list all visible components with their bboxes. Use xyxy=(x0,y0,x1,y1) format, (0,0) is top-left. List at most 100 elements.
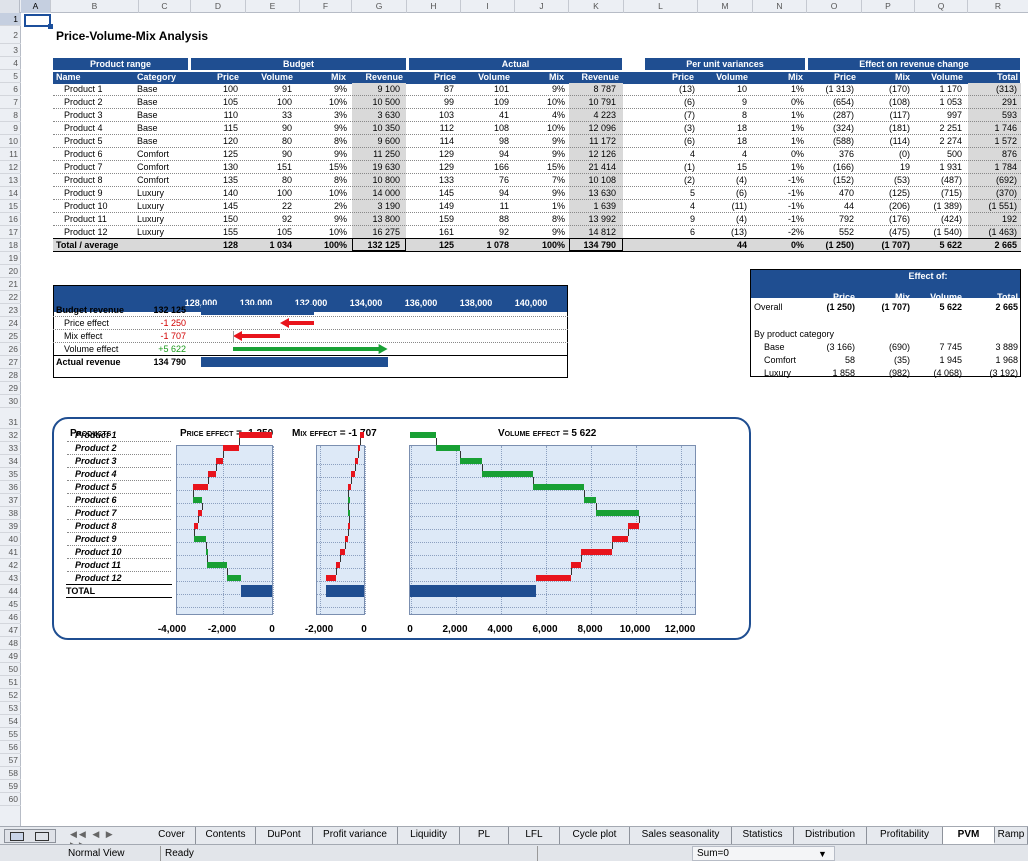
row-header-21[interactable]: 21 xyxy=(0,278,21,291)
tab-pl[interactable]: PL xyxy=(460,827,509,844)
row-header-39[interactable]: 39 xyxy=(0,520,21,533)
row-header-23[interactable]: 23 xyxy=(0,304,21,317)
tab-sales-seasonality[interactable]: Sales seasonality xyxy=(630,827,732,844)
row-header-49[interactable]: 49 xyxy=(0,650,21,663)
row-header-48[interactable]: 48 xyxy=(0,637,21,650)
row-header-4[interactable]: 4 xyxy=(0,57,21,70)
row-header-26[interactable]: 26 xyxy=(0,343,21,356)
row-header-34[interactable]: 34 xyxy=(0,455,21,468)
row-header-58[interactable]: 58 xyxy=(0,767,21,780)
row-header-8[interactable]: 8 xyxy=(0,109,21,122)
column-header-f[interactable]: F xyxy=(300,0,352,13)
row-header-46[interactable]: 46 xyxy=(0,611,21,624)
row-header-17[interactable]: 17 xyxy=(0,226,21,239)
row-header-12[interactable]: 12 xyxy=(0,161,21,174)
normal-view-icon[interactable] xyxy=(10,832,24,841)
row-header-40[interactable]: 40 xyxy=(0,533,21,546)
column-header-i[interactable]: I xyxy=(461,0,515,13)
column-header-n[interactable]: N xyxy=(753,0,807,13)
column-header-m[interactable]: M xyxy=(698,0,753,13)
tab-cover[interactable]: Cover xyxy=(148,827,196,844)
column-header-d[interactable]: D xyxy=(191,0,246,13)
row-header-27[interactable]: 27 xyxy=(0,356,21,369)
column-header-h[interactable]: H xyxy=(407,0,461,13)
row-header-18[interactable]: 18 xyxy=(0,239,21,252)
row-header-44[interactable]: 44 xyxy=(0,585,21,598)
row-header-52[interactable]: 52 xyxy=(0,689,21,702)
row-header-19[interactable]: 19 xyxy=(0,252,21,265)
column-header-r[interactable]: R xyxy=(968,0,1028,13)
row-header-28[interactable]: 28 xyxy=(0,369,21,382)
column-header-g[interactable]: G xyxy=(352,0,407,13)
row-header-53[interactable]: 53 xyxy=(0,702,21,715)
column-header-k[interactable]: K xyxy=(569,0,624,13)
row-header-50[interactable]: 50 xyxy=(0,663,21,676)
row-header-31[interactable]: 31 xyxy=(0,408,21,429)
row-header-59[interactable]: 59 xyxy=(0,780,21,793)
row-header-16[interactable]: 16 xyxy=(0,213,21,226)
row-header-35[interactable]: 35 xyxy=(0,468,21,481)
sum-dropdown[interactable]: Sum=0 ▼ xyxy=(692,846,835,861)
tab-contents[interactable]: Contents xyxy=(196,827,256,844)
row-header-56[interactable]: 56 xyxy=(0,741,21,754)
row-header-57[interactable]: 57 xyxy=(0,754,21,767)
select-all-corner[interactable] xyxy=(0,0,20,13)
row-header-2[interactable]: 2 xyxy=(0,26,21,44)
row-header-41[interactable]: 41 xyxy=(0,546,21,559)
tab-lfl[interactable]: LFL xyxy=(509,827,560,844)
row-header-55[interactable]: 55 xyxy=(0,728,21,741)
tab-profit-variance[interactable]: Profit variance xyxy=(313,827,398,844)
tab-scroll-arrows[interactable]: ◀◀ ◀ ▶ ▶▶ xyxy=(70,829,115,850)
row-header-45[interactable]: 45 xyxy=(0,598,21,611)
row-header-15[interactable]: 15 xyxy=(0,200,21,213)
page-layout-icon[interactable] xyxy=(35,832,49,841)
row-header-51[interactable]: 51 xyxy=(0,676,21,689)
column-header-o[interactable]: O xyxy=(807,0,862,13)
row-header-42[interactable]: 42 xyxy=(0,559,21,572)
row-header-13[interactable]: 13 xyxy=(0,174,21,187)
row-header-36[interactable]: 36 xyxy=(0,481,21,494)
tab-profitability[interactable]: Profitability xyxy=(867,827,943,844)
column-header-q[interactable]: Q xyxy=(915,0,968,13)
row-header-22[interactable]: 22 xyxy=(0,291,21,304)
row-header-33[interactable]: 33 xyxy=(0,442,21,455)
view-buttons[interactable] xyxy=(4,829,56,843)
row-header-5[interactable]: 5 xyxy=(0,70,21,83)
row-header-11[interactable]: 11 xyxy=(0,148,21,161)
row-header-43[interactable]: 43 xyxy=(0,572,21,585)
column-header-c[interactable]: C xyxy=(139,0,191,13)
row-header-9[interactable]: 9 xyxy=(0,122,21,135)
tab-cycle-plot[interactable]: Cycle plot xyxy=(560,827,630,844)
column-header-j[interactable]: J xyxy=(515,0,569,13)
row-header-37[interactable]: 37 xyxy=(0,494,21,507)
row-header-32[interactable]: 32 xyxy=(0,429,21,442)
row-header-10[interactable]: 10 xyxy=(0,135,21,148)
row-header-25[interactable]: 25 xyxy=(0,330,21,343)
column-header-p[interactable]: P xyxy=(862,0,915,13)
row-header-47[interactable]: 47 xyxy=(0,624,21,637)
column-header-a[interactable]: A xyxy=(21,0,51,13)
row-header-14[interactable]: 14 xyxy=(0,187,21,200)
row-header-1[interactable]: 1 xyxy=(0,13,21,26)
tab-statistics[interactable]: Statistics xyxy=(732,827,794,844)
row-header-54[interactable]: 54 xyxy=(0,715,21,728)
active-cell-a1[interactable] xyxy=(24,14,53,29)
row-header-24[interactable]: 24 xyxy=(0,317,21,330)
tab-ramp[interactable]: Ramp xyxy=(995,827,1028,844)
tab-dupont[interactable]: DuPont xyxy=(256,827,313,844)
column-header-b[interactable]: B xyxy=(51,0,139,13)
row-header-29[interactable]: 29 xyxy=(0,382,21,395)
row-header-38[interactable]: 38 xyxy=(0,507,21,520)
row-header-6[interactable]: 6 xyxy=(0,83,21,96)
row-header-3[interactable]: 3 xyxy=(0,44,21,57)
tab-liquidity[interactable]: Liquidity xyxy=(398,827,460,844)
fill-handle[interactable] xyxy=(48,24,53,29)
row-header-7[interactable]: 7 xyxy=(0,96,21,109)
column-header-e[interactable]: E xyxy=(246,0,300,13)
tab-pvm[interactable]: PVM xyxy=(943,827,995,844)
row-header-20[interactable]: 20 xyxy=(0,265,21,278)
tab-distribution[interactable]: Distribution xyxy=(794,827,867,844)
column-header-l[interactable]: L xyxy=(624,0,698,13)
row-header-60[interactable]: 60 xyxy=(0,793,21,806)
row-header-30[interactable]: 30 xyxy=(0,395,21,408)
